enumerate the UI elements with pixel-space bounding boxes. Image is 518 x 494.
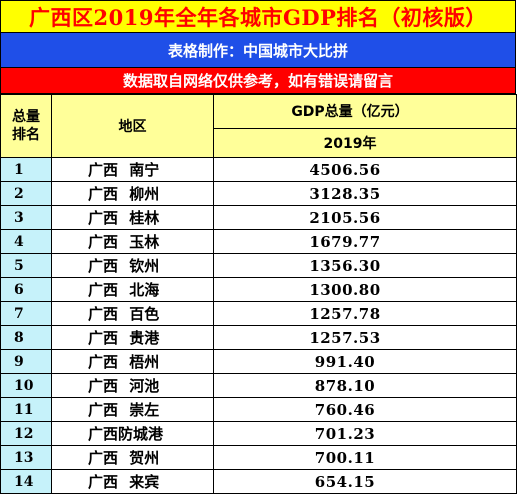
rank-cell: 4 <box>0 229 52 254</box>
table-row: 5 广西 钦州 1356.30 <box>0 253 517 278</box>
rank-cell: 5 <box>0 253 52 278</box>
table-row: 9 广西 梧州 991.40 <box>0 349 517 374</box>
rank-cell: 10 <box>0 373 52 398</box>
region-cell: 广西 桂林 <box>51 205 214 230</box>
gdp-value-cell: 1356.30 <box>213 253 517 278</box>
table-row: 13 广西 贺州 700.11 <box>0 445 517 470</box>
gdp-value-cell: 701.23 <box>213 421 517 446</box>
rank-cell: 2 <box>0 181 52 206</box>
table-row: 4 广西 玉林 1679.77 <box>0 229 517 254</box>
rank-cell: 7 <box>0 301 52 326</box>
region-cell: 广西 贺州 <box>51 445 214 470</box>
table-row: 7 广西 百色 1257.78 <box>0 301 517 326</box>
table-row: 3 广西 桂林 2105.56 <box>0 205 517 230</box>
table-row: 10 广西 河池 878.10 <box>0 373 517 398</box>
rank-cell: 9 <box>0 349 52 374</box>
rank-cell: 8 <box>0 325 52 350</box>
region-cell: 广西 贵港 <box>51 325 214 350</box>
region-cell: 广西 百色 <box>51 301 214 326</box>
table-row: 12 广西防城港 701.23 <box>0 421 517 446</box>
table-body: 1 广西 南宁 4506.56 2 广西 柳州 3128.35 3 广西 桂林 2105.56 4… <box>0 157 517 494</box>
table-row: 1 广西 南宁 4506.56 <box>0 157 517 182</box>
disclaimer-banner: 数据取自网络仅供参考，如有错误请留言 <box>0 67 516 94</box>
rank-cell: 11 <box>0 397 52 422</box>
region-cell: 广西 北海 <box>51 277 214 302</box>
rank-cell: 3 <box>0 205 52 230</box>
gdp-value-cell: 878.10 <box>213 373 517 398</box>
gdp-value-cell: 991.40 <box>213 349 517 374</box>
gdp-value-cell: 1679.77 <box>213 229 517 254</box>
rank-cell: 6 <box>0 277 52 302</box>
gdp-value-cell: 2105.56 <box>213 205 517 230</box>
gdp-value-cell: 1257.53 <box>213 325 517 350</box>
gdp-value-cell: 4506.56 <box>213 157 517 182</box>
rank-cell: 12 <box>0 421 52 446</box>
region-cell: 广西 钦州 <box>51 253 214 278</box>
table-row: 6 广西 北海 1300.80 <box>0 277 517 302</box>
table-maker-banner: 表格制作：中国城市大比拼 <box>0 33 516 67</box>
year-header: 2019年 <box>213 127 517 159</box>
rank-cell: 1 <box>0 157 52 182</box>
rank-header-line1: 总量 <box>12 109 40 125</box>
region-cell: 广西 南宁 <box>51 157 214 182</box>
gdp-value-cell: 700.11 <box>213 445 517 470</box>
gdp-value-cell: 760.46 <box>213 397 517 422</box>
region-cell: 广西 玉林 <box>51 229 214 254</box>
rank-header-line2: 排名 <box>12 127 40 143</box>
table-row: 8 广西 贵港 1257.53 <box>0 325 517 350</box>
gdp-value-cell: 3128.35 <box>213 181 517 206</box>
region-cell: 广西防城港 <box>51 421 214 446</box>
sheet-title: 广西区2019年全年各城市GDP排名（初核版） <box>0 0 516 33</box>
gdp-value-cell: 1300.80 <box>213 277 517 302</box>
table-row: 2 广西 柳州 3128.35 <box>0 181 517 206</box>
region-cell: 广西 崇左 <box>51 397 214 422</box>
region-cell: 广西 梧州 <box>51 349 214 374</box>
region-cell: 广西 柳州 <box>51 181 214 206</box>
rank-header: 总量 排名 <box>0 94 52 158</box>
gdp-table: 总量 排名 地区 GDP总量（亿元） 2019年 1 广西 南宁 4506.56 2 广… <box>0 94 517 494</box>
gdp-value-cell: 1257.78 <box>213 301 517 326</box>
region-header: 地区 <box>51 94 214 158</box>
region-cell: 广西 河池 <box>51 373 214 398</box>
gdp-header: GDP总量（亿元） <box>213 94 517 129</box>
table-row: 11 广西 崇左 760.46 <box>0 397 517 422</box>
rank-cell: 13 <box>0 445 52 470</box>
